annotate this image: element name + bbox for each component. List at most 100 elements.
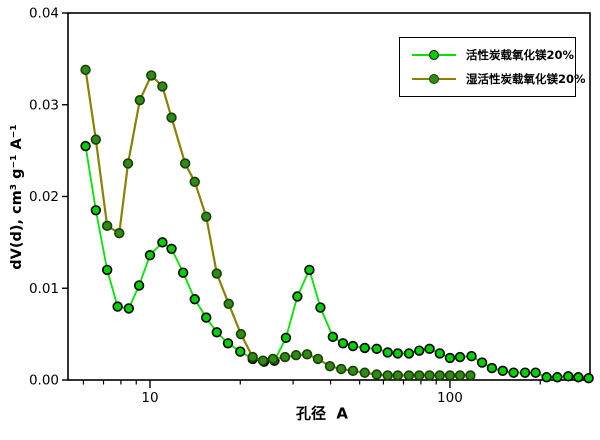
series-line-2 bbox=[84, 69, 471, 377]
data-point-marker bbox=[563, 371, 574, 382]
data-point-marker bbox=[247, 351, 258, 363]
data-point-marker bbox=[541, 372, 552, 383]
data-point-marker bbox=[486, 362, 498, 374]
x-tick-label: 100 bbox=[437, 390, 463, 406]
data-point-marker bbox=[424, 343, 435, 355]
data-point-marker bbox=[123, 303, 135, 314]
data-point-marker bbox=[189, 176, 200, 188]
data-point-marker bbox=[382, 347, 393, 358]
data-point-marker bbox=[434, 348, 445, 359]
data-point-marker bbox=[133, 280, 145, 291]
data-point-marker bbox=[80, 64, 91, 76]
data-point-marker bbox=[114, 228, 125, 239]
data-point-marker bbox=[279, 351, 291, 363]
data-point-marker bbox=[454, 370, 466, 381]
data-point-marker bbox=[382, 370, 393, 381]
data-point-marker bbox=[434, 370, 445, 381]
data-point-marker bbox=[444, 370, 456, 381]
y-tick-label: 0.04 bbox=[29, 6, 59, 22]
data-point-marker bbox=[301, 349, 313, 360]
series-line-1 bbox=[84, 145, 589, 380]
legend-item-series1: 活性炭载氧化镁20% bbox=[412, 47, 575, 63]
data-point-marker bbox=[403, 348, 415, 359]
data-point-marker bbox=[90, 205, 102, 216]
data-point-marker bbox=[166, 112, 177, 123]
data-point-marker bbox=[101, 220, 113, 232]
data-point-marker bbox=[146, 70, 157, 81]
data-point-marker bbox=[392, 348, 403, 359]
data-point-marker bbox=[371, 369, 382, 380]
data-point-marker bbox=[90, 134, 102, 145]
data-point-marker bbox=[177, 267, 189, 278]
data-point-marker bbox=[101, 264, 113, 276]
data-point-marker bbox=[414, 370, 425, 381]
data-point-marker bbox=[144, 250, 156, 261]
data-point-marker bbox=[444, 352, 456, 364]
data-point-marker bbox=[189, 294, 200, 305]
legend-marker-icon bbox=[429, 50, 439, 60]
legend: 活性炭载氧化镁20% 湿活性炭载氧化镁20% bbox=[399, 37, 586, 97]
legend-line-sample-icon bbox=[412, 74, 456, 84]
data-point-marker bbox=[337, 338, 349, 349]
y-tick-label: 0.01 bbox=[29, 281, 59, 297]
data-point-marker bbox=[157, 237, 168, 248]
data-point-marker bbox=[324, 361, 336, 372]
data-point-marker bbox=[573, 372, 584, 383]
data-point-marker bbox=[290, 350, 302, 361]
data-point-marker bbox=[583, 372, 594, 384]
data-point-marker bbox=[211, 268, 222, 279]
data-point-marker bbox=[134, 94, 146, 106]
legend-marker-icon bbox=[429, 74, 439, 84]
data-point-marker bbox=[166, 243, 177, 254]
data-point-marker bbox=[179, 158, 191, 169]
data-point-marker bbox=[80, 140, 91, 152]
data-point-marker bbox=[292, 291, 303, 302]
data-point-marker bbox=[465, 370, 476, 381]
data-point-marker bbox=[403, 370, 415, 381]
data-point-marker bbox=[497, 365, 508, 377]
data-point-marker bbox=[312, 353, 324, 365]
data-point-marker bbox=[466, 350, 477, 362]
data-point-marker bbox=[552, 372, 563, 383]
legend-item-series2: 湿活性炭载氧化镁20% bbox=[412, 71, 586, 87]
data-point-marker bbox=[392, 370, 403, 381]
data-point-marker bbox=[235, 346, 246, 357]
data-point-marker bbox=[359, 342, 370, 354]
data-point-marker bbox=[201, 312, 212, 323]
y-tick-label: 0.03 bbox=[29, 97, 59, 113]
data-point-marker bbox=[476, 357, 488, 368]
data-point-marker bbox=[223, 298, 234, 310]
data-point-marker bbox=[454, 351, 466, 363]
data-point-marker bbox=[347, 340, 359, 352]
data-point-marker bbox=[414, 345, 425, 356]
legend-line-sample-icon bbox=[412, 50, 456, 60]
data-point-marker bbox=[424, 370, 435, 381]
data-point-marker bbox=[347, 365, 359, 377]
data-point-marker bbox=[222, 338, 234, 349]
y-axis-title: dV(d), cm³ g⁻¹ A⁻¹ bbox=[9, 124, 25, 270]
data-point-marker bbox=[267, 353, 279, 365]
data-point-marker bbox=[122, 158, 134, 169]
data-point-marker bbox=[157, 81, 168, 92]
legend-label-series1: 活性炭载氧化镁20% bbox=[466, 48, 575, 62]
data-point-marker bbox=[257, 355, 269, 366]
data-point-marker bbox=[315, 302, 326, 313]
data-point-marker bbox=[235, 328, 247, 340]
data-point-marker bbox=[359, 367, 370, 378]
data-point-marker bbox=[336, 363, 347, 375]
x-tick-label: 10 bbox=[141, 390, 158, 406]
data-point-marker bbox=[211, 327, 222, 338]
y-tick-label: 0.00 bbox=[29, 373, 59, 389]
y-tick-label: 0.02 bbox=[29, 189, 59, 205]
data-point-marker bbox=[530, 367, 541, 378]
data-point-marker bbox=[280, 332, 292, 343]
x-axis-title: 孔径 A bbox=[295, 404, 349, 423]
data-point-marker bbox=[519, 367, 531, 378]
data-point-marker bbox=[508, 367, 519, 378]
data-point-marker bbox=[112, 301, 123, 312]
data-point-marker bbox=[201, 211, 212, 222]
data-point-marker bbox=[371, 343, 382, 355]
data-point-marker bbox=[304, 264, 315, 276]
